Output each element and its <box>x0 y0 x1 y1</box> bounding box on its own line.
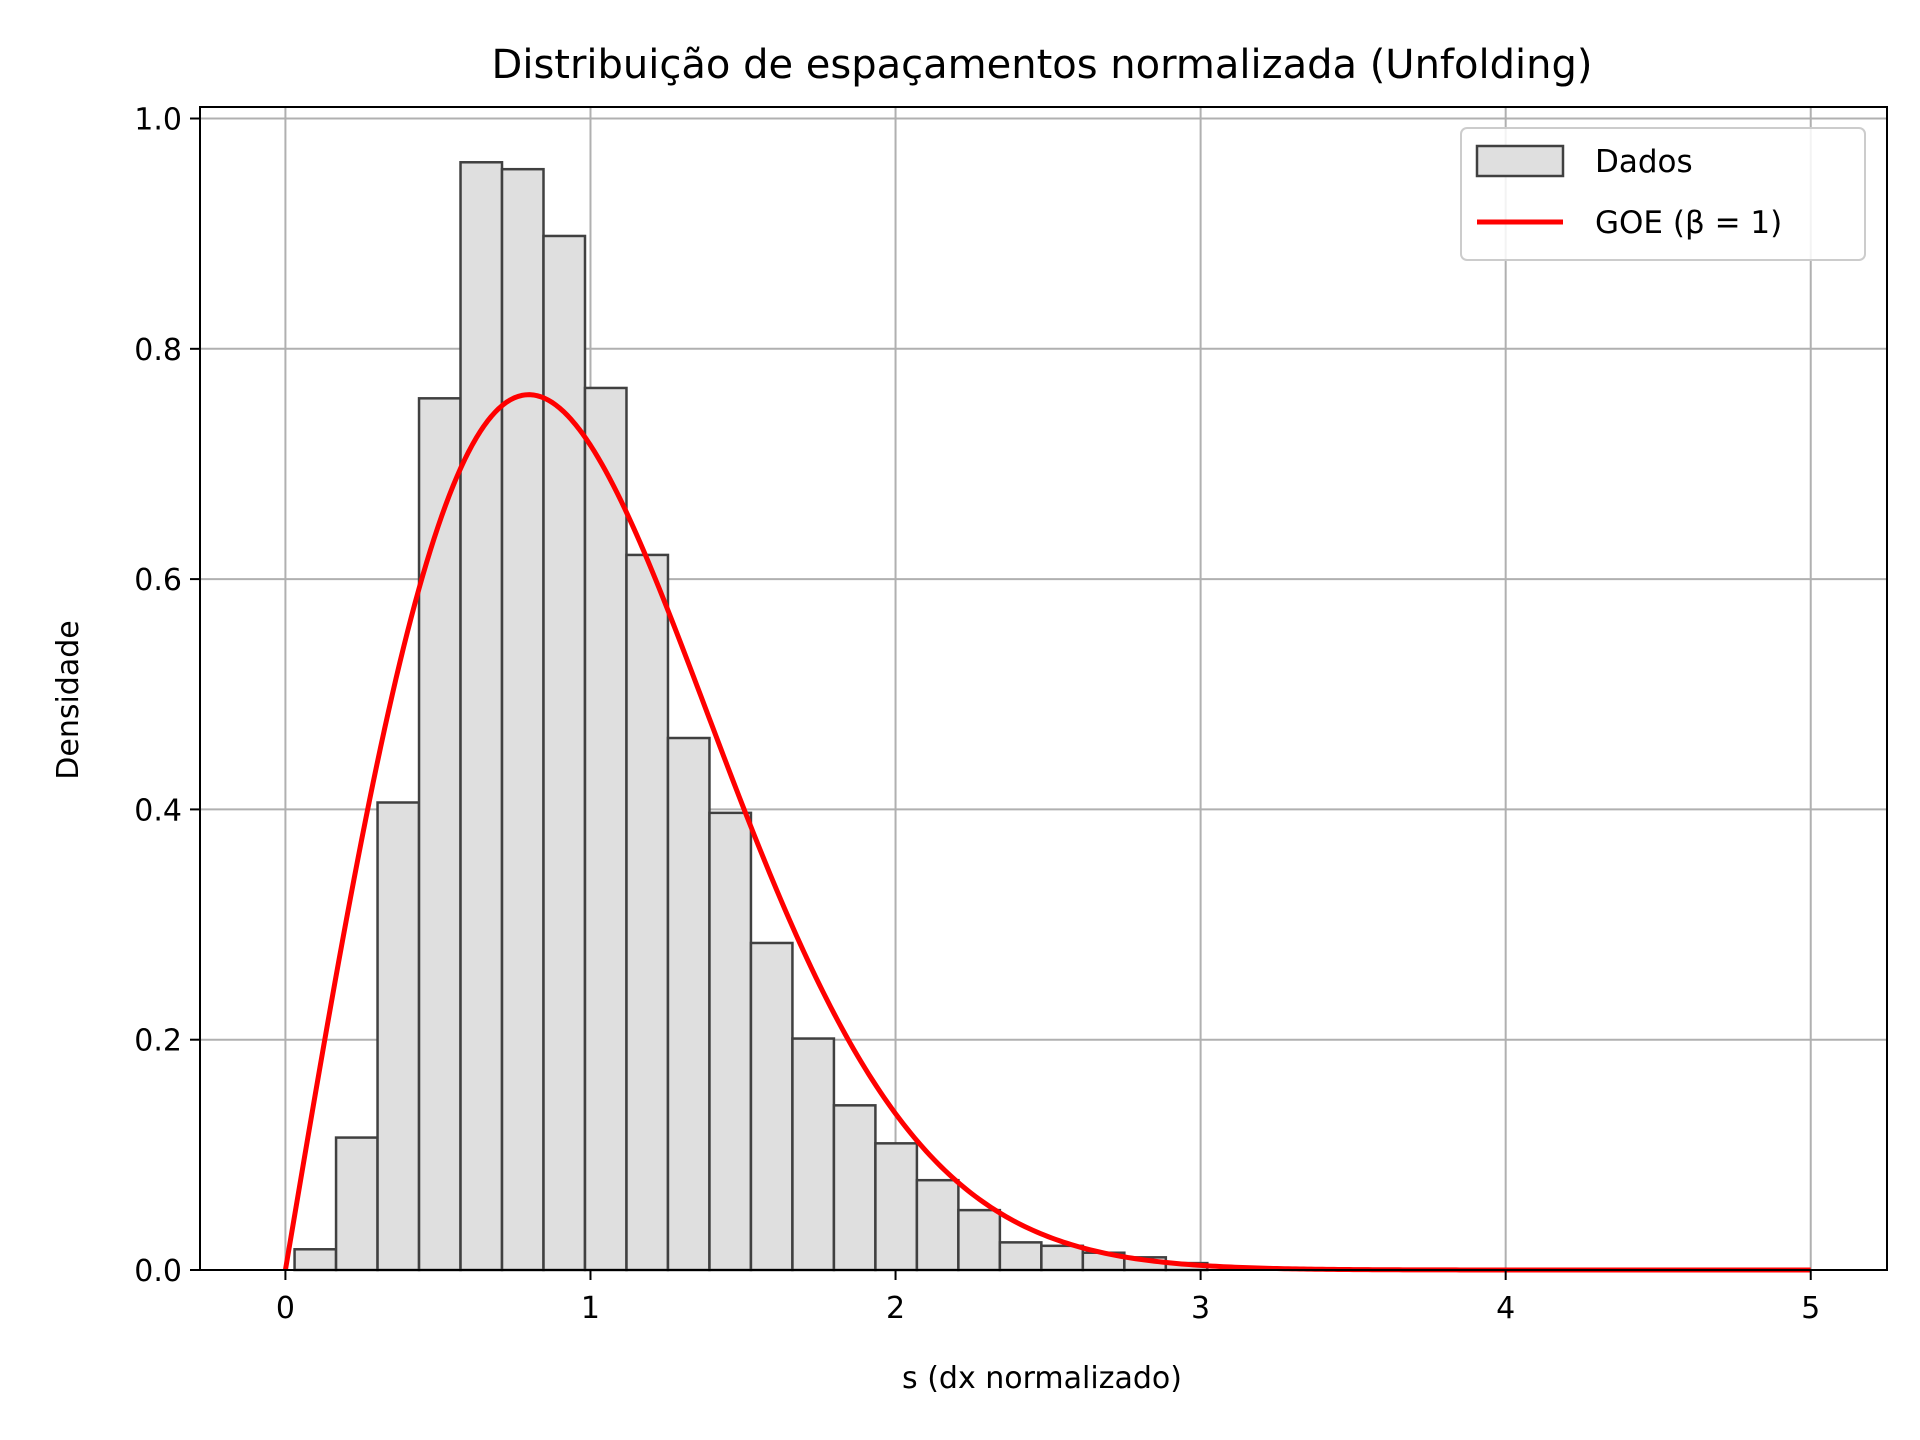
histogram-bar <box>417 397 462 1272</box>
x-tick-label: 3 <box>1191 1291 1210 1326</box>
histogram-bar <box>1040 1244 1085 1272</box>
x-axis-label: s (dx normalizado) <box>902 1361 1182 1396</box>
axes-frame <box>199 106 1888 1271</box>
histogram-bar <box>998 1241 1043 1272</box>
histogram-bar <box>915 1178 960 1272</box>
y-axis-label: Densidade <box>51 620 86 779</box>
x-tick-label: 0 <box>276 1291 295 1326</box>
histogram-bar <box>957 1208 1002 1272</box>
legend-label-curve: GOE (β = 1) <box>1595 205 1782 241</box>
legend-swatch-histogram <box>1475 144 1565 178</box>
y-tick-label: 0.4 <box>134 793 182 828</box>
legend-label-histogram: Dados <box>1595 144 1693 180</box>
y-tick-label: 1.0 <box>134 103 182 138</box>
histogram-bar <box>874 1142 919 1272</box>
histogram-bar <box>376 801 421 1272</box>
plot-area: 0 1 2 3 4 5 0.0 0.2 0.4 0.6 0.8 1.0 <box>134 103 1888 1326</box>
histogram-bar <box>832 1104 877 1272</box>
y-tick-label: 0.8 <box>134 333 182 368</box>
y-tick-label: 0.0 <box>134 1254 182 1289</box>
y-tick-label: 0.2 <box>134 1024 182 1059</box>
histogram-bar <box>791 1037 836 1272</box>
histogram-bar <box>334 1136 379 1272</box>
histogram-bar <box>293 1248 338 1272</box>
x-tick-label: 4 <box>1496 1291 1515 1326</box>
legend: Dados GOE (β = 1) <box>1460 127 1866 261</box>
chart-title: Distribuição de espaçamentos normalizada… <box>492 42 1593 88</box>
y-tick-label: 0.6 <box>134 563 182 598</box>
histogram-bar <box>500 167 545 1272</box>
x-tick-label: 1 <box>581 1291 600 1326</box>
histogram-bar <box>749 941 794 1272</box>
x-tick-label: 2 <box>886 1291 905 1326</box>
histogram-bar <box>625 553 670 1272</box>
histogram-bar <box>583 386 628 1272</box>
histogram-bar <box>459 161 504 1272</box>
histogram-bar <box>542 234 587 1272</box>
x-tick-label: 5 <box>1801 1291 1820 1326</box>
histogram-bar <box>708 811 753 1272</box>
histogram-bar <box>666 736 711 1272</box>
